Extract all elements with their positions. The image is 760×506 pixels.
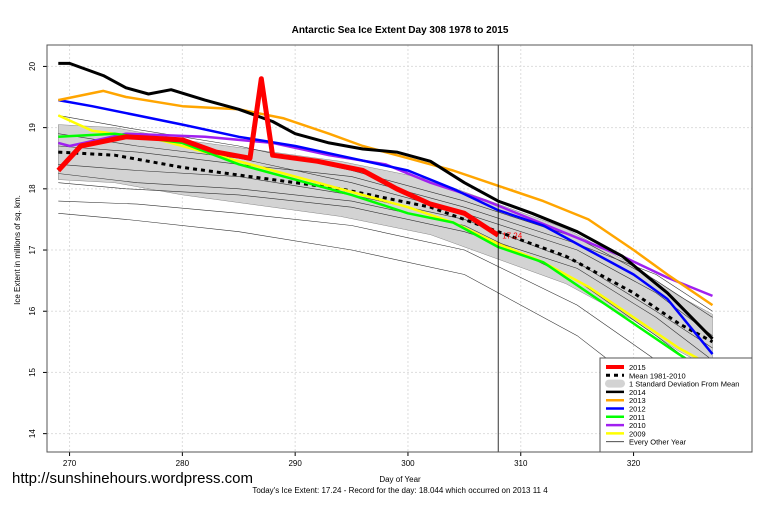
legend-swatch-band (605, 379, 625, 388)
y-tick-label: 14 (28, 429, 37, 438)
current-value-label: 17.24 (502, 231, 523, 240)
plot-frame (46, 44, 753, 453)
legend-label: 2012 (629, 405, 646, 414)
series-line-2009 (57, 114, 714, 368)
x-tick-label: 280 (176, 459, 190, 468)
other-year-line (58, 200, 713, 398)
legend-box (599, 357, 753, 453)
chart-subtitle: Today's Ice Extent: 17.24 - Record for t… (252, 486, 548, 495)
x-tick-label: 310 (514, 459, 528, 468)
watermark-url: http://sunshinehours.wordpress.com (12, 470, 253, 487)
series-line-2011 (58, 132, 714, 377)
y-tick-label: 18 (28, 184, 37, 193)
x-tick-label: 290 (288, 459, 302, 468)
series-line-2015 (56, 76, 500, 238)
y-tick-label: 19 (28, 123, 37, 132)
legend-label: Every Other Year (629, 438, 687, 447)
legend-label: 2014 (629, 388, 646, 397)
y-tick-label: 16 (28, 306, 37, 315)
series-line-2012 (58, 98, 714, 355)
legend-label: 2015 (629, 363, 646, 372)
y-tick-label: 17 (28, 245, 37, 254)
x-tick-label: 300 (401, 459, 415, 468)
other-year-line (58, 182, 713, 361)
legend-label: 2011 (629, 413, 645, 422)
y-tick-label: 15 (28, 367, 37, 376)
legend-label: 2009 (629, 429, 646, 438)
y-tick-label: 20 (28, 61, 37, 70)
legend-label: Mean 1981-2010 (629, 371, 686, 380)
y-axis-label: Ice Extent in millions of sq. km. (13, 195, 22, 305)
x-axis-label: Day of Year (379, 475, 421, 484)
x-tick-label: 270 (63, 459, 77, 468)
series-line-2014 (58, 61, 714, 340)
x-tick-label: 320 (627, 459, 641, 468)
legend-label: 1 Standard Deviation From Mean (629, 380, 739, 389)
legend-label: 2013 (629, 396, 646, 405)
legend-label: 2010 (629, 421, 646, 430)
mean-line (58, 150, 714, 344)
chart-title: Antarctic Sea Ice Extent Day 308 1978 to… (292, 25, 509, 36)
other-year-line (58, 133, 713, 336)
